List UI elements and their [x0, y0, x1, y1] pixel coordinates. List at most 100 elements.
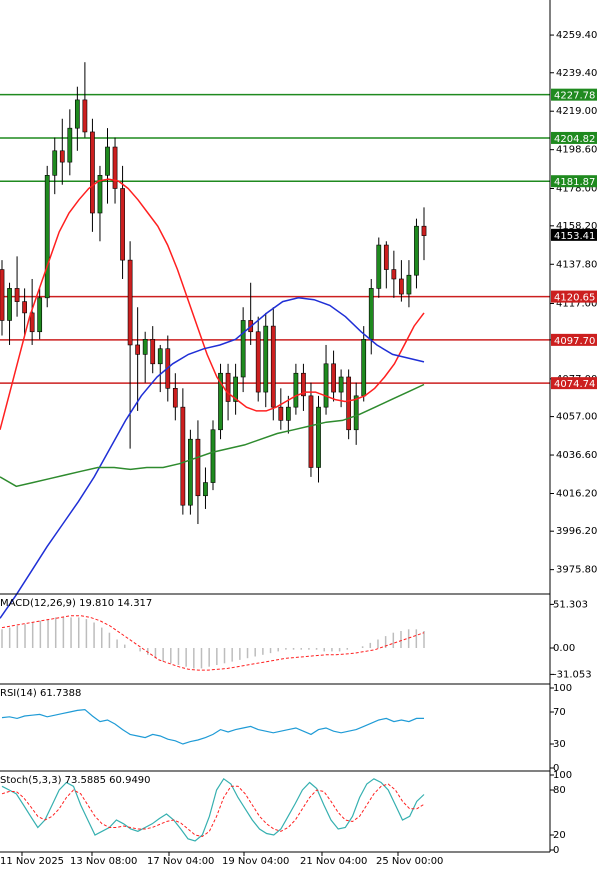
- candles-layer: [0, 62, 427, 525]
- stoch-tick-label: 100: [553, 770, 572, 781]
- price-tick-label: 4239.40: [556, 68, 597, 79]
- time-tick-label: 21 Nov 04:00: [300, 856, 367, 867]
- level-tag-bg: [551, 333, 597, 346]
- candle-body: [225, 372, 231, 402]
- price-tick-label: 4016.20: [556, 488, 597, 499]
- price-tick-label: 3975.80: [556, 565, 597, 576]
- macd-tick-label: -31.053: [553, 669, 592, 680]
- time-tick-label: 11 Nov 2025: [0, 856, 64, 867]
- stoch-panel: Stoch(5,3,3) 73.5885 60.9490 100 80 20 0: [0, 770, 572, 856]
- rsi-tick-label: 0: [553, 763, 559, 774]
- candle-body: [7, 288, 12, 321]
- stoch-d-line: [1, 783, 425, 838]
- candle-body: [74, 99, 80, 129]
- candle-body: [195, 438, 201, 497]
- candle-body: [255, 331, 261, 393]
- ma-mid-line: [0, 297, 425, 619]
- candle-body: [285, 406, 291, 421]
- candle-body: [97, 175, 103, 214]
- level-tag-label: 4204.82: [554, 134, 595, 145]
- candle-body: [278, 406, 284, 421]
- rsi-tick-label: 100: [553, 683, 572, 694]
- rsi-line: [1, 708, 424, 745]
- level-tag-bg: [551, 377, 597, 390]
- candle-body: [218, 372, 223, 431]
- level-tag-bg: [551, 88, 597, 101]
- candle-body: [316, 406, 321, 468]
- rsi-label: RSI(14) 61.7388: [0, 688, 81, 699]
- level-tag-label: 4227.78: [554, 91, 595, 102]
- macd-signal-line: [1, 615, 425, 671]
- price-tick-label: 4259.40: [556, 30, 597, 41]
- time-tick-label: 25 Nov 00:00: [376, 856, 443, 867]
- time-tick-label: 19 Nov 04:00: [222, 856, 289, 867]
- level-tag-label: 4181.87: [554, 177, 595, 188]
- price-tick-label: 4137.80: [556, 259, 597, 270]
- price-tick-label: 4057.00: [556, 412, 597, 423]
- candle-body: [361, 338, 367, 397]
- candle-body: [90, 131, 95, 214]
- ma-fast-line: [0, 178, 425, 430]
- price-tick-label: 3996.20: [556, 526, 597, 537]
- candle-body: [188, 438, 193, 506]
- candle-body: [203, 482, 208, 497]
- rsi-panel: RSI(14) 61.7388 100 70 30 0: [0, 683, 572, 774]
- stoch-k-line: [1, 777, 425, 842]
- candle-body: [308, 395, 314, 468]
- price-tick-label: 4219.00: [556, 106, 597, 117]
- candle-body: [270, 325, 276, 408]
- stoch-tick-label: 0: [553, 845, 559, 856]
- candle-body: [127, 259, 133, 346]
- candle-body: [263, 325, 269, 393]
- candle-body: [172, 388, 178, 408]
- candle-body: [82, 99, 88, 133]
- candle-body: [29, 312, 35, 333]
- candle-body: [293, 372, 299, 408]
- price-tick-label: 4036.60: [556, 450, 597, 461]
- level-tag-bg: [551, 131, 597, 144]
- price-tick-label: 4178.00: [556, 183, 597, 194]
- level-tag-bg: [551, 290, 597, 303]
- time-tick-label: 17 Nov 04:00: [147, 856, 214, 867]
- stoch-plot: [1, 777, 425, 842]
- candle-body: [135, 344, 141, 355]
- candle-body: [120, 188, 125, 261]
- candle-body: [346, 376, 352, 431]
- price-tick-label: 4198.60: [556, 145, 597, 156]
- candle-body: [338, 376, 344, 393]
- candle-body: [353, 395, 359, 431]
- macd-axis: 51.303 0.00 -31.053: [550, 599, 592, 680]
- time-axis: 11 Nov 2025 13 Nov 08:00 17 Nov 04:00 19 No…: [0, 852, 443, 867]
- candle-body: [368, 288, 374, 340]
- level-tag-label: 4074.74: [554, 379, 595, 390]
- candle-body: [22, 301, 27, 314]
- stoch-axis: 100 80 20 0: [550, 770, 572, 856]
- level-tags: 4227.78 4204.82 4181.87 4120.65 4097.70 4074.…: [551, 88, 597, 390]
- macd-tick-label: 0.00: [553, 643, 575, 654]
- candle-body: [67, 127, 73, 163]
- level-tag-label: 4097.70: [554, 336, 595, 347]
- candle-body: [399, 278, 404, 295]
- level-tag-label: 4120.65: [554, 293, 595, 304]
- rsi-tick-label: 70: [553, 707, 566, 718]
- candle-body: [14, 288, 20, 302]
- macd-label: MACD(12,26,9) 19.810 14.317: [0, 598, 152, 609]
- candle-body: [210, 429, 216, 483]
- candle-body: [414, 225, 419, 276]
- candle-body: [301, 372, 306, 397]
- price-tick-label: 4117.00: [556, 298, 597, 309]
- candle-body: [112, 146, 118, 189]
- stoch-label: Stoch(5,3,3) 73.5885 60.9490: [0, 775, 151, 786]
- candle-body: [180, 406, 186, 506]
- candle-body: [421, 225, 427, 236]
- candle-body: [391, 269, 397, 280]
- stoch-tick-label: 80: [553, 785, 566, 796]
- level-tag-bg: [551, 175, 597, 188]
- candle-body: [142, 338, 148, 355]
- candle-body: [233, 376, 238, 402]
- candle-body: [323, 363, 329, 408]
- price-tick-label: 4158.20: [556, 221, 597, 232]
- time-tick-label: 13 Nov 08:00: [70, 856, 137, 867]
